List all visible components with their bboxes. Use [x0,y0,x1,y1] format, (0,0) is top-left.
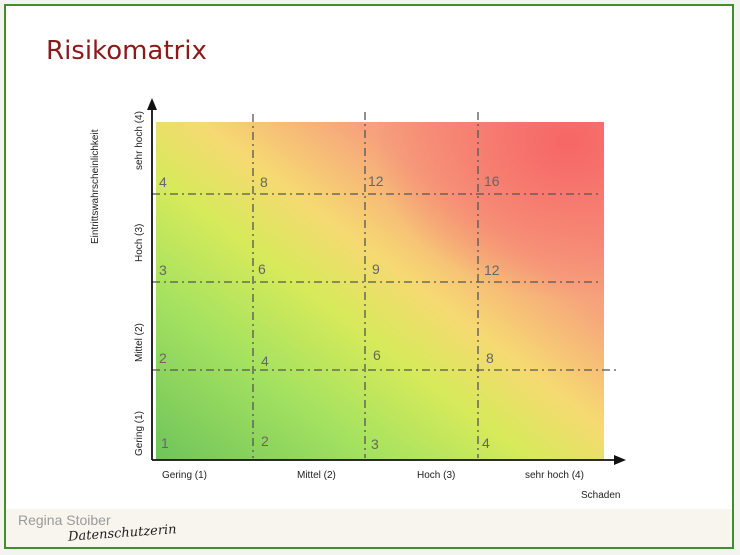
y-axis-arrow [147,98,157,110]
slide: Risikomatrix 4 8 12 16 3 6 9 12 2 4 6 8 … [4,4,734,549]
risk-heatmap [156,122,604,460]
cell-value-r3c1: 3 [159,262,167,278]
footer [6,509,732,547]
cell-value-r2c3: 6 [373,347,381,363]
y-level-label-2: Mittel (2) [134,323,145,362]
cell-value-r3c4: 12 [484,262,500,278]
x-level-label-2: Mittel (2) [297,470,336,481]
cell-value-r4c2: 8 [260,174,268,190]
x-axis-title: Schaden [581,490,621,501]
cell-value-r4c4: 16 [484,173,500,189]
y-level-label-4: sehr hoch (4) [134,111,145,170]
cell-value-r4c3: 12 [368,173,384,189]
x-level-label-4: sehr hoch (4) [525,470,584,481]
cell-value-r1c2: 2 [261,433,269,449]
y-level-label-1: Gering (1) [134,410,145,456]
x-level-label-3: Hoch (3) [417,470,456,481]
cell-value-r2c2: 4 [261,353,269,369]
matrix-grid [147,98,626,465]
x-axis-arrow [614,455,626,465]
y-level-label-3: Hoch (3) [134,223,145,262]
cell-value-r2c4: 8 [486,350,494,366]
cell-value-r3c2: 6 [258,261,266,277]
author-logo: Regina Stoiber [18,512,111,528]
cell-value-r3c3: 9 [372,261,380,277]
page-title: Risikomatrix [46,36,207,66]
cell-value-r1c3: 3 [371,436,379,452]
cell-value-r1c4: 4 [482,435,490,451]
y-axis-title: Eintrittswahrscheinlichkeit [90,129,101,245]
cell-value-r2c1: 2 [159,350,167,366]
cell-value-r1c1: 1 [161,435,169,451]
cell-value-r4c1: 4 [159,174,167,190]
x-level-label-1: Gering (1) [162,470,208,481]
